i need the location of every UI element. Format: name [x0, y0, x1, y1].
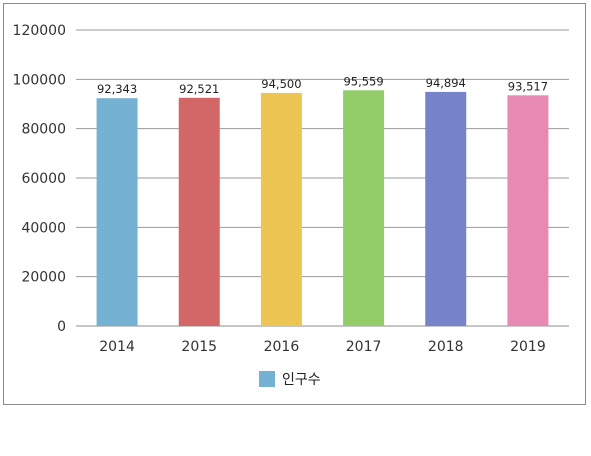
- bars: [96, 90, 549, 327]
- x-tick-label: 2017: [346, 339, 382, 355]
- y-tick-label: 80000: [21, 122, 66, 138]
- data-label: 92,343: [97, 82, 137, 96]
- bar: [343, 90, 385, 326]
- y-axis-ticks: 0 20000 40000 60000 80000 100000 120000: [13, 23, 66, 335]
- x-axis-ticks: 2014 2015 2016 2017 2018 2019: [99, 339, 545, 355]
- x-tick-label: 2016: [264, 339, 300, 355]
- legend-swatch: [259, 371, 275, 387]
- y-tick-label: 20000: [21, 270, 66, 286]
- y-tick-label: 120000: [13, 23, 66, 39]
- x-tick-label: 2014: [99, 339, 135, 355]
- data-label: 94,894: [426, 76, 466, 90]
- bar: [507, 95, 549, 326]
- x-tick-label: 2015: [181, 339, 217, 355]
- data-label: 95,559: [343, 74, 383, 88]
- y-tick-label: 100000: [13, 72, 66, 88]
- data-label: 93,517: [508, 79, 548, 93]
- data-label: 94,500: [261, 77, 301, 91]
- data-labels: 92,343 92,521 94,500 95,559 94,894 93,517: [97, 74, 548, 96]
- bar: [260, 92, 302, 327]
- bar: [96, 98, 138, 326]
- y-tick-label: 0: [57, 319, 66, 335]
- bar: [425, 91, 467, 326]
- x-tick-label: 2018: [428, 339, 464, 355]
- data-label: 92,521: [179, 82, 219, 96]
- legend: 인구수: [259, 371, 321, 388]
- y-tick-label: 60000: [21, 171, 66, 187]
- x-tick-label: 2019: [510, 339, 546, 355]
- gridlines: [76, 29, 569, 327]
- y-tick-label: 40000: [21, 220, 66, 236]
- bar: [178, 97, 220, 327]
- legend-label: 인구수: [282, 372, 321, 388]
